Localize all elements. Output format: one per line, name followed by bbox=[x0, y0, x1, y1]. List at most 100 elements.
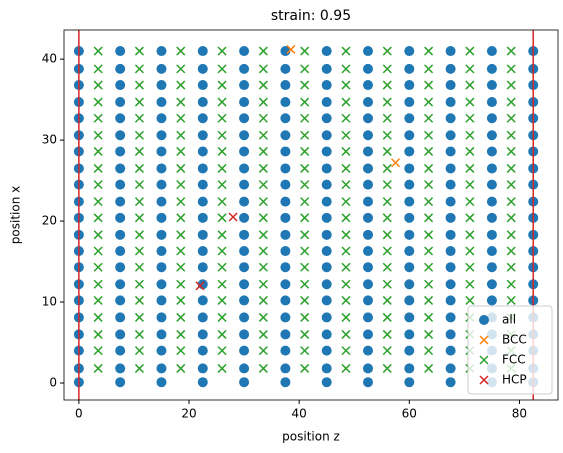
point bbox=[465, 80, 475, 90]
point bbox=[506, 113, 516, 123]
point bbox=[424, 230, 434, 240]
point bbox=[115, 363, 126, 374]
point bbox=[115, 345, 126, 356]
point bbox=[300, 146, 310, 156]
point bbox=[486, 295, 497, 306]
point bbox=[445, 345, 456, 356]
point bbox=[115, 46, 126, 57]
point bbox=[156, 363, 167, 374]
point bbox=[239, 163, 250, 174]
point bbox=[258, 130, 268, 140]
point bbox=[382, 279, 392, 289]
point bbox=[197, 345, 208, 356]
point bbox=[300, 197, 310, 207]
point bbox=[321, 212, 332, 223]
point bbox=[115, 377, 126, 388]
point bbox=[341, 295, 351, 305]
point bbox=[465, 279, 475, 289]
point bbox=[156, 80, 167, 91]
point bbox=[424, 262, 434, 272]
point bbox=[363, 229, 373, 240]
point bbox=[382, 64, 392, 74]
point bbox=[239, 312, 250, 323]
point bbox=[115, 196, 126, 207]
point bbox=[258, 246, 268, 256]
point bbox=[363, 262, 373, 273]
legend-marker bbox=[479, 355, 489, 365]
point bbox=[382, 329, 392, 339]
point bbox=[465, 130, 475, 140]
point bbox=[445, 130, 456, 141]
point bbox=[217, 197, 227, 207]
point bbox=[321, 130, 332, 141]
point bbox=[176, 46, 186, 56]
point bbox=[424, 146, 434, 156]
point bbox=[486, 46, 497, 57]
y-tick-label: 10 bbox=[42, 295, 57, 309]
point bbox=[506, 180, 516, 190]
point bbox=[321, 312, 332, 323]
point bbox=[445, 146, 456, 157]
point bbox=[134, 130, 144, 140]
point bbox=[382, 146, 392, 156]
point bbox=[93, 163, 103, 173]
point bbox=[321, 196, 332, 207]
point bbox=[217, 363, 227, 373]
point bbox=[156, 262, 167, 273]
point bbox=[424, 130, 434, 140]
legend-label: FCC bbox=[502, 353, 526, 367]
point bbox=[486, 196, 497, 207]
point bbox=[445, 46, 456, 57]
y-tick-label: 40 bbox=[42, 52, 57, 66]
point bbox=[258, 163, 268, 173]
point bbox=[424, 346, 434, 356]
point bbox=[445, 212, 456, 223]
point bbox=[506, 262, 516, 272]
point bbox=[176, 80, 186, 90]
point bbox=[506, 46, 516, 56]
point bbox=[115, 212, 126, 223]
point bbox=[445, 295, 456, 306]
point bbox=[156, 229, 167, 240]
point bbox=[115, 262, 126, 273]
point bbox=[445, 229, 456, 240]
point bbox=[280, 212, 291, 223]
point bbox=[321, 329, 332, 340]
point bbox=[134, 329, 144, 339]
point bbox=[300, 163, 310, 173]
x-tick-label: 60 bbox=[402, 407, 417, 421]
point bbox=[176, 163, 186, 173]
point bbox=[239, 363, 250, 374]
point bbox=[486, 130, 497, 141]
point bbox=[321, 363, 332, 374]
point bbox=[217, 312, 227, 322]
point bbox=[424, 180, 434, 190]
point bbox=[424, 279, 434, 289]
point bbox=[341, 213, 351, 223]
point bbox=[197, 97, 208, 108]
point bbox=[465, 46, 475, 56]
point bbox=[445, 377, 456, 388]
point bbox=[115, 130, 126, 141]
point bbox=[93, 180, 103, 190]
point bbox=[228, 212, 238, 222]
point bbox=[382, 262, 392, 272]
point bbox=[341, 113, 351, 123]
point bbox=[363, 196, 373, 207]
point bbox=[363, 179, 373, 190]
point bbox=[134, 180, 144, 190]
point bbox=[156, 279, 167, 290]
point bbox=[176, 312, 186, 322]
point bbox=[156, 46, 167, 57]
point bbox=[258, 262, 268, 272]
point bbox=[363, 295, 373, 306]
point bbox=[404, 212, 415, 223]
point bbox=[363, 329, 373, 340]
point bbox=[280, 312, 291, 323]
point bbox=[424, 113, 434, 123]
point bbox=[239, 246, 250, 257]
point bbox=[134, 113, 144, 123]
point bbox=[465, 163, 475, 173]
point bbox=[115, 246, 126, 257]
point bbox=[321, 113, 332, 124]
